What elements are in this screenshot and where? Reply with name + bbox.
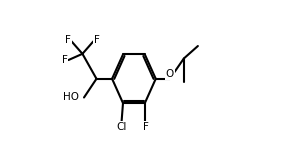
- Text: O: O: [166, 69, 174, 79]
- Text: F: F: [65, 35, 71, 45]
- Text: F: F: [62, 55, 68, 65]
- Text: F: F: [143, 122, 149, 132]
- Text: HO: HO: [63, 93, 79, 102]
- Text: F: F: [93, 35, 99, 45]
- Text: Cl: Cl: [116, 122, 127, 132]
